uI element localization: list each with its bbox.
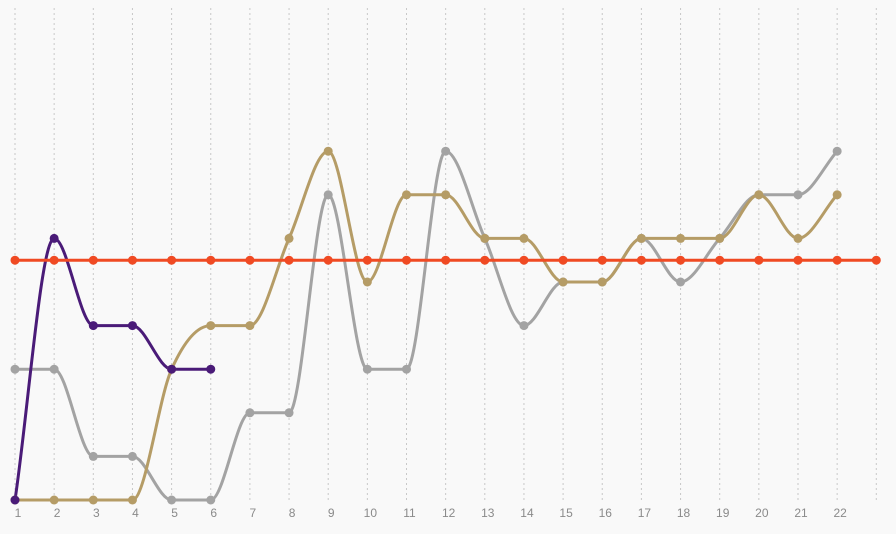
x-tick-label: 4 bbox=[132, 506, 139, 520]
data-point[interactable] bbox=[793, 255, 803, 265]
x-tick-label: 21 bbox=[794, 506, 808, 520]
x-tick-label: 10 bbox=[364, 506, 378, 520]
data-point[interactable] bbox=[558, 277, 568, 287]
data-point[interactable] bbox=[871, 255, 881, 265]
data-point[interactable] bbox=[480, 233, 490, 243]
data-point[interactable] bbox=[441, 190, 451, 200]
x-tick-label: 20 bbox=[755, 506, 769, 520]
data-point[interactable] bbox=[676, 277, 686, 287]
data-point[interactable] bbox=[127, 495, 137, 505]
data-point[interactable] bbox=[284, 408, 294, 418]
data-point[interactable] bbox=[10, 495, 20, 505]
x-tick-label: 1 bbox=[15, 506, 22, 520]
data-point[interactable] bbox=[519, 321, 529, 331]
x-tick-label: 12 bbox=[442, 506, 456, 520]
data-point[interactable] bbox=[245, 255, 255, 265]
data-point[interactable] bbox=[754, 255, 764, 265]
data-point[interactable] bbox=[127, 255, 137, 265]
data-point[interactable] bbox=[362, 255, 372, 265]
data-point[interactable] bbox=[715, 233, 725, 243]
data-point[interactable] bbox=[402, 364, 411, 374]
data-point[interactable] bbox=[49, 255, 59, 265]
data-point[interactable] bbox=[88, 321, 98, 331]
x-tick-label: 6 bbox=[210, 506, 217, 520]
x-tick-label: 17 bbox=[638, 506, 652, 520]
data-point[interactable] bbox=[832, 255, 842, 265]
x-tick-label: 11 bbox=[403, 506, 416, 520]
data-point[interactable] bbox=[636, 255, 646, 265]
data-point[interactable] bbox=[754, 190, 764, 200]
series-points bbox=[10, 146, 881, 505]
x-tick-label: 18 bbox=[677, 506, 691, 520]
data-point[interactable] bbox=[480, 255, 490, 265]
data-point[interactable] bbox=[127, 321, 137, 331]
grid-lines bbox=[14, 8, 877, 500]
data-point[interactable] bbox=[49, 233, 59, 243]
series-line-2 bbox=[13, 149, 839, 502]
data-point[interactable] bbox=[167, 364, 177, 374]
data-point[interactable] bbox=[323, 190, 333, 200]
data-point[interactable] bbox=[676, 255, 686, 265]
data-point[interactable] bbox=[206, 321, 216, 331]
data-point[interactable] bbox=[519, 255, 529, 265]
x-tick-label: 22 bbox=[833, 506, 847, 520]
data-point[interactable] bbox=[88, 451, 98, 461]
data-point[interactable] bbox=[167, 495, 177, 505]
data-point[interactable] bbox=[441, 146, 451, 156]
data-point[interactable] bbox=[362, 277, 372, 287]
data-point[interactable] bbox=[832, 146, 842, 156]
x-tick-label: 16 bbox=[599, 506, 613, 520]
data-point[interactable] bbox=[206, 495, 216, 505]
data-point[interactable] bbox=[323, 146, 333, 156]
x-tick-label: 13 bbox=[481, 506, 495, 520]
data-point[interactable] bbox=[10, 364, 20, 374]
data-point[interactable] bbox=[402, 190, 411, 200]
x-tick-label: 19 bbox=[716, 506, 730, 520]
data-point[interactable] bbox=[127, 451, 137, 461]
data-point[interactable] bbox=[793, 233, 803, 243]
data-point[interactable] bbox=[402, 255, 411, 265]
data-point[interactable] bbox=[49, 364, 59, 374]
x-tick-label: 15 bbox=[559, 506, 573, 520]
data-point[interactable] bbox=[245, 321, 255, 331]
data-point[interactable] bbox=[441, 255, 451, 265]
data-point[interactable] bbox=[206, 255, 216, 265]
data-point[interactable] bbox=[558, 255, 568, 265]
data-point[interactable] bbox=[636, 233, 646, 243]
x-tick-label: 14 bbox=[520, 506, 534, 520]
data-point[interactable] bbox=[597, 277, 607, 287]
data-point[interactable] bbox=[597, 255, 607, 265]
data-point[interactable] bbox=[715, 255, 725, 265]
data-point[interactable] bbox=[88, 495, 98, 505]
data-point[interactable] bbox=[676, 233, 686, 243]
data-point[interactable] bbox=[49, 495, 59, 505]
x-tick-label: 2 bbox=[54, 506, 61, 520]
data-point[interactable] bbox=[793, 190, 803, 200]
data-point[interactable] bbox=[323, 255, 333, 265]
x-tick-label: 9 bbox=[328, 506, 335, 520]
data-point[interactable] bbox=[284, 255, 294, 265]
x-tick-label: 8 bbox=[289, 506, 296, 520]
x-tick-label: 7 bbox=[250, 506, 257, 520]
data-point[interactable] bbox=[284, 233, 294, 243]
data-point[interactable] bbox=[245, 408, 255, 418]
data-point[interactable] bbox=[88, 255, 98, 265]
x-tick-label: 3 bbox=[93, 506, 100, 520]
x-tick-label: 5 bbox=[171, 506, 178, 520]
data-point[interactable] bbox=[10, 255, 20, 265]
data-point[interactable] bbox=[519, 233, 529, 243]
data-point[interactable] bbox=[167, 255, 177, 265]
data-point[interactable] bbox=[832, 190, 842, 200]
data-point[interactable] bbox=[362, 364, 372, 374]
data-point[interactable] bbox=[206, 364, 216, 374]
x-axis-ticks: 1 2 3 4 5 6 7 8 9 10 11 12 13 14 15 16 17 18 19 20 21 22 bbox=[15, 506, 847, 520]
series-line-1 bbox=[13, 149, 839, 502]
